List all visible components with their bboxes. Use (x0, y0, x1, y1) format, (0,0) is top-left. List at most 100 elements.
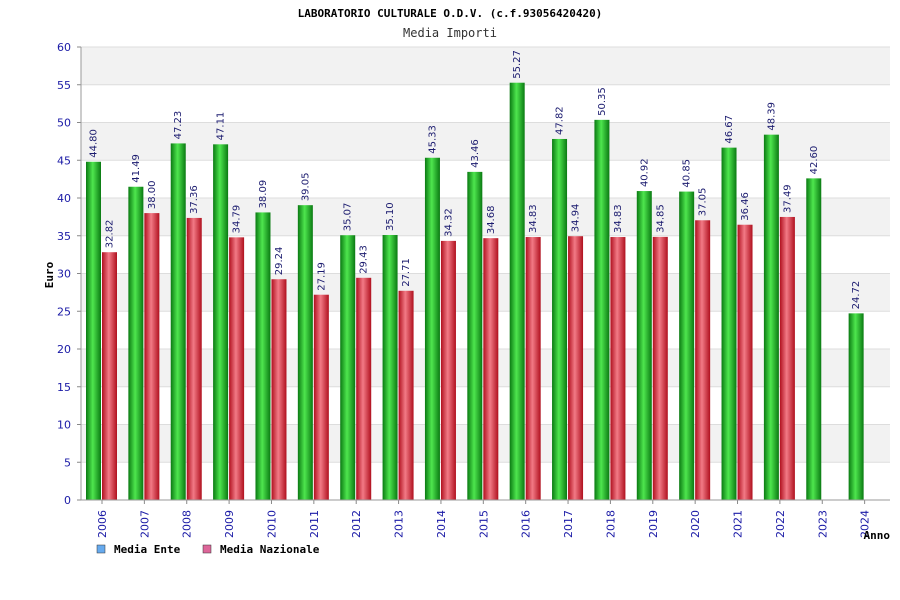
bar-media-ente (340, 235, 356, 500)
data-label: 37.36 (189, 185, 200, 214)
data-label: 42.60 (809, 146, 820, 175)
x-tick-label: 2007 (138, 510, 151, 538)
bar-media-nazionale (398, 290, 414, 500)
grid-band (81, 84, 890, 123)
bar-media-ente (594, 119, 610, 501)
data-label: 36.46 (740, 192, 751, 221)
data-label: 55.27 (512, 50, 523, 79)
data-label: 35.10 (385, 202, 396, 231)
data-label: 41.49 (131, 154, 142, 183)
y-tick-label: 50 (57, 117, 71, 130)
x-tick-label: 2009 (223, 510, 236, 538)
bar-media-nazionale (610, 237, 626, 500)
bar-media-ente (382, 234, 398, 500)
legend: Media Ente Media Nazionale (96, 543, 320, 556)
data-label: 34.94 (571, 204, 582, 233)
data-label: 47.23 (173, 111, 184, 140)
x-axis-ticks: 2006 2007 2008 2009 2010 2011 2012 2013 2014 2015… (96, 500, 872, 538)
data-label: 34.83 (528, 204, 539, 233)
data-label: 47.11 (216, 112, 227, 141)
bar-media-nazionale (229, 237, 245, 500)
bar-media-nazionale (568, 236, 584, 500)
grid-band (81, 47, 890, 85)
chart-title: LABORATORIO CULTURALE O.D.V. (c.f.930564… (298, 7, 603, 20)
bar-media-nazionale (102, 252, 117, 500)
bar-media-ente (255, 212, 271, 500)
bars (86, 82, 864, 501)
bar-media-ente (721, 147, 737, 501)
y-tick-label: 55 (57, 79, 71, 92)
y-tick-label: 15 (57, 381, 71, 394)
bar-media-nazionale (271, 279, 287, 500)
data-label: 34.32 (443, 208, 454, 237)
x-tick-label: 2011 (308, 510, 321, 538)
x-tick-label: 2024 (859, 510, 872, 538)
x-tick-label: 2017 (562, 510, 575, 538)
legend-item-media-ente: Media Ente (96, 543, 181, 556)
bar-media-ente (552, 138, 568, 501)
bar-media-ente (806, 178, 822, 500)
data-label: 40.92 (639, 158, 650, 187)
bar-media-nazionale (779, 216, 795, 500)
x-tick-label: 2022 (774, 510, 787, 538)
data-label: 40.85 (682, 159, 693, 188)
data-label: 34.79 (232, 205, 243, 234)
data-label: 37.49 (782, 184, 793, 213)
bar-media-nazionale (525, 237, 541, 500)
legend-swatch-media-ente (96, 544, 106, 554)
x-tick-label: 2021 (732, 510, 745, 538)
x-tick-label: 2010 (265, 510, 278, 538)
bar-media-ente (679, 191, 695, 500)
bar-media-nazionale (313, 294, 329, 500)
data-label: 38.09 (258, 180, 269, 209)
x-tick-label: 2013 (393, 510, 406, 538)
y-tick-label: 60 (57, 41, 71, 54)
data-label: 45.33 (427, 125, 438, 154)
data-label: 44.80 (89, 129, 100, 158)
y-axis-ticks: 0 5 10 15 20 25 30 35 40 45 50 55 60 (57, 41, 81, 507)
bar-media-ente (170, 143, 186, 500)
data-label: 34.83 (613, 204, 624, 233)
x-tick-label: 2020 (689, 510, 702, 538)
x-tick-label: 2018 (604, 510, 617, 538)
bar-media-ente (424, 157, 440, 501)
bar-media-ente (128, 186, 144, 501)
x-axis-label: Anno (864, 529, 891, 542)
x-tick-label: 2016 (520, 510, 533, 538)
bar-media-ente (509, 82, 525, 501)
bar-media-ente (86, 161, 101, 500)
legend-label-media-nazionale: Media Nazionale (220, 543, 320, 556)
x-tick-label: 2012 (350, 510, 363, 538)
data-label: 27.71 (401, 258, 412, 287)
y-tick-label: 40 (57, 192, 71, 205)
data-label: 29.24 (274, 247, 285, 276)
bar-media-ente (213, 144, 229, 500)
data-label: 35.07 (343, 203, 354, 232)
y-tick-label: 10 (57, 419, 71, 432)
bar-media-nazionale (440, 240, 456, 500)
data-label: 34.85 (655, 204, 666, 233)
data-labels: 44.80 32.82 41.49 38.00 47.23 37.36 47.11 34.79… (89, 50, 863, 309)
bar-media-ente (763, 134, 779, 500)
data-label: 32.82 (105, 220, 116, 249)
data-label: 29.43 (359, 245, 370, 274)
y-tick-label: 35 (57, 230, 71, 243)
data-label: 47.82 (555, 106, 566, 135)
x-tick-label: 2014 (435, 510, 448, 538)
y-tick-label: 0 (64, 494, 71, 507)
y-tick-label: 20 (57, 343, 71, 356)
data-label: 48.39 (766, 102, 777, 131)
bar-media-nazionale (186, 217, 202, 500)
data-label: 39.05 (300, 173, 311, 202)
x-tick-label: 2008 (181, 510, 194, 538)
bar-media-ente (848, 313, 864, 500)
bar-media-nazionale (144, 213, 160, 500)
legend-swatch-media-nazionale (202, 544, 212, 554)
y-tick-label: 5 (64, 456, 71, 469)
data-label: 46.67 (724, 115, 735, 144)
x-tick-label: 2019 (647, 510, 660, 538)
bar-media-nazionale (652, 236, 668, 500)
chart-subtitle: Media Importi (403, 26, 497, 40)
bar-media-ente (636, 191, 652, 500)
